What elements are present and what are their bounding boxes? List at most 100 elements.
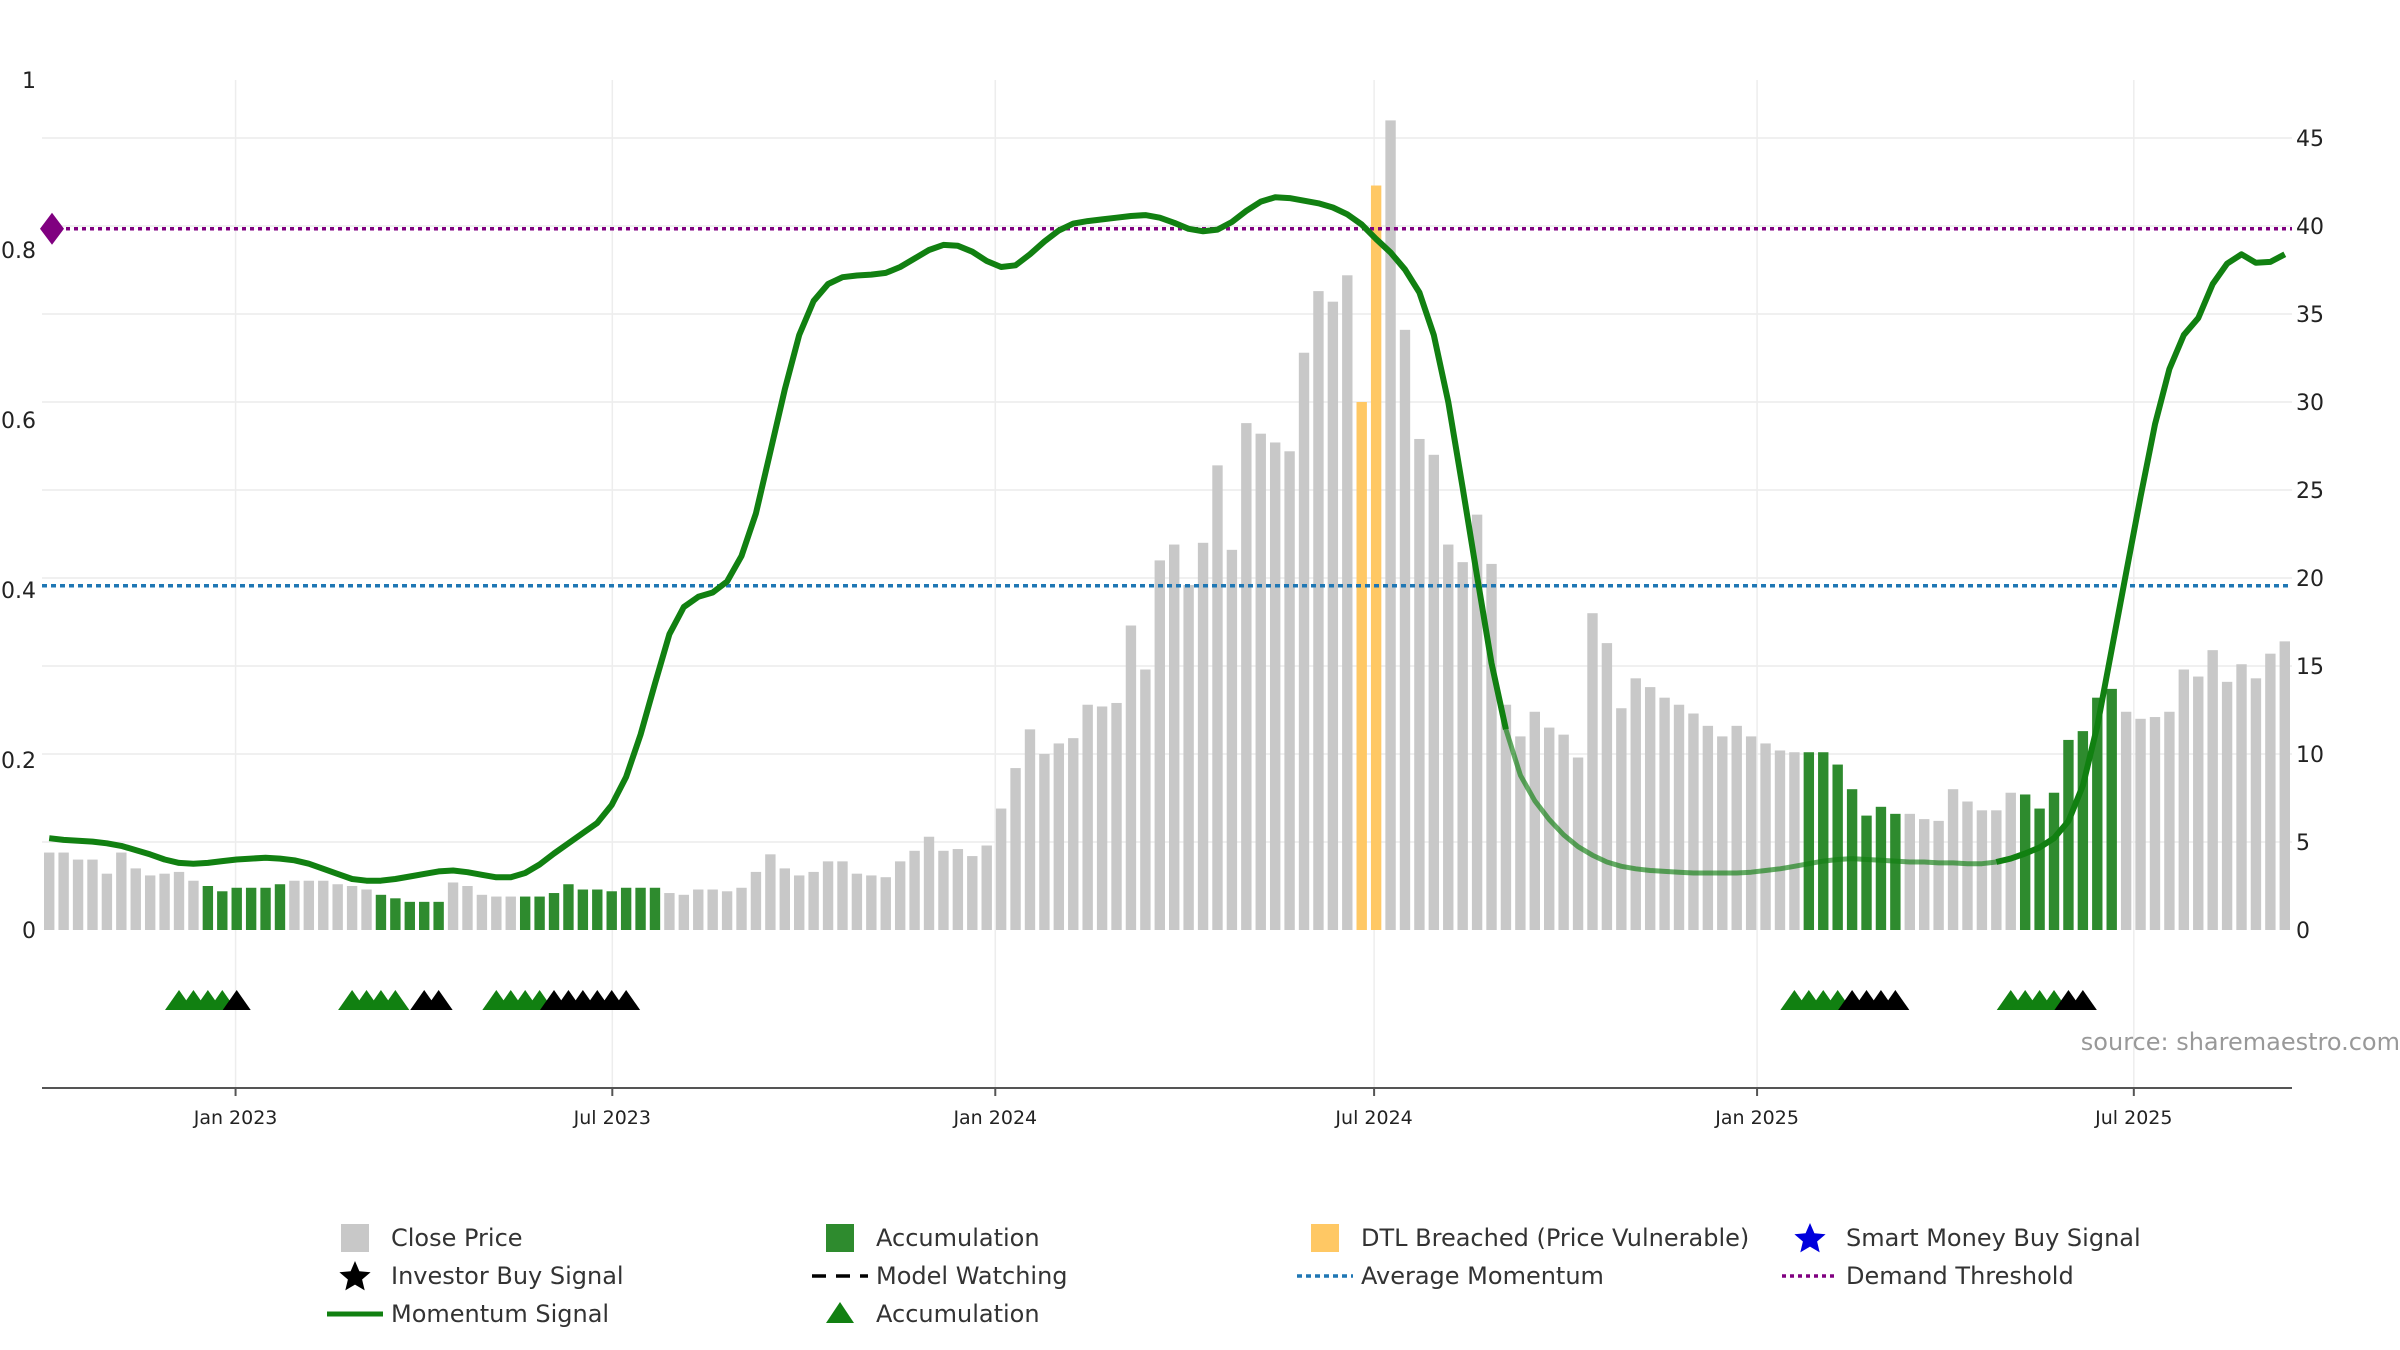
accumulation-bar bbox=[592, 889, 603, 930]
price-bar bbox=[1976, 810, 1988, 930]
price-bar bbox=[1140, 669, 1151, 930]
price-bar bbox=[1644, 687, 1656, 930]
price-bar bbox=[1702, 725, 1714, 930]
price-bar bbox=[101, 873, 113, 930]
price-bar bbox=[1068, 738, 1079, 930]
price-bar bbox=[664, 893, 675, 930]
price-bar bbox=[346, 886, 358, 930]
price-bar bbox=[1933, 820, 1944, 930]
accumulation-bar bbox=[2034, 808, 2045, 930]
accumulation-bar bbox=[620, 887, 632, 930]
price-bar bbox=[87, 859, 98, 930]
price-bar bbox=[808, 871, 819, 930]
price-bar bbox=[1039, 754, 1050, 930]
price-bar bbox=[1053, 743, 1065, 930]
price-bar bbox=[2135, 718, 2146, 930]
price-bar bbox=[476, 894, 488, 930]
price-bar bbox=[1544, 727, 1555, 930]
price-bar bbox=[837, 861, 848, 930]
price-bar bbox=[1457, 562, 1468, 930]
price-bar bbox=[1082, 704, 1093, 930]
price-bar bbox=[995, 808, 1007, 930]
price-bar bbox=[1342, 275, 1353, 930]
accumulation-bar bbox=[433, 901, 444, 930]
x-tick-label: Jul 2024 bbox=[1334, 1107, 1412, 1129]
price-bar bbox=[894, 861, 906, 930]
price-bar bbox=[289, 880, 300, 930]
price-bar bbox=[1385, 120, 1396, 930]
price-bars bbox=[44, 120, 2290, 931]
price-bar bbox=[2265, 653, 2276, 930]
signal-lines bbox=[40, 194, 2292, 884]
accumulation-bar bbox=[635, 887, 646, 930]
price-bar bbox=[1241, 423, 1252, 930]
investor-buy-marker bbox=[612, 990, 641, 1010]
left-tick-label: 0 bbox=[22, 919, 36, 944]
investor-buy-marker bbox=[2068, 990, 2097, 1010]
accumulation-bar bbox=[1803, 752, 1815, 930]
left-tick-label: 0.8 bbox=[1, 239, 36, 264]
right-tick-label: 30 bbox=[2296, 391, 2324, 416]
price-bar bbox=[1212, 465, 1223, 930]
price-bar bbox=[880, 877, 891, 930]
price-bar bbox=[1399, 329, 1411, 931]
price-bar bbox=[721, 891, 733, 930]
price-bar bbox=[1789, 752, 1800, 930]
accumulation-bar bbox=[534, 896, 545, 930]
dtl-breached-bar bbox=[1370, 185, 1382, 930]
investor-buy-marker bbox=[1881, 990, 1910, 1010]
demand-threshold-marker bbox=[40, 212, 64, 245]
accumulation-bar bbox=[390, 898, 401, 930]
price-bar bbox=[1745, 736, 1757, 930]
left-tick-label: 1 bbox=[22, 69, 36, 94]
left-tick-label: 0.6 bbox=[1, 409, 36, 434]
accumulation-bar bbox=[1875, 806, 1887, 930]
price-bar bbox=[967, 856, 978, 930]
price-bar bbox=[1284, 451, 1295, 930]
price-bar bbox=[1327, 301, 1339, 930]
price-bar bbox=[1587, 613, 1598, 930]
price-bar bbox=[1010, 768, 1021, 930]
price-bar bbox=[130, 868, 141, 930]
price-bar bbox=[1919, 819, 1930, 930]
left-tick-label: 0.2 bbox=[1, 749, 36, 774]
price-bar bbox=[462, 886, 473, 930]
price-bar bbox=[1414, 438, 1425, 930]
right-tick-label: 35 bbox=[2296, 303, 2324, 328]
accumulation-bar bbox=[519, 896, 531, 930]
x-tick-label: Jan 2023 bbox=[193, 1107, 278, 1129]
accumulation-triangle bbox=[381, 990, 410, 1010]
price-bar bbox=[1269, 442, 1281, 930]
price-bar bbox=[1197, 542, 1209, 930]
price-bar bbox=[2236, 664, 2247, 930]
price-bar bbox=[794, 875, 805, 930]
accumulation-bar bbox=[375, 894, 387, 930]
price-bar bbox=[851, 873, 863, 930]
price-bar bbox=[1947, 789, 1959, 930]
price-bar bbox=[693, 889, 704, 930]
price-bar bbox=[1688, 713, 1699, 930]
price-bar bbox=[678, 894, 690, 930]
price-bar bbox=[58, 852, 69, 930]
dtl-breached-bar bbox=[1356, 402, 1367, 930]
accumulation-bar bbox=[202, 886, 214, 930]
price-bar bbox=[1731, 725, 1742, 930]
source-credit: source: sharemaestro.com bbox=[2081, 1028, 2400, 1056]
price-bar bbox=[2279, 641, 2290, 930]
accumulation-bar bbox=[404, 901, 415, 930]
price-bar bbox=[822, 861, 834, 930]
price-bar bbox=[1500, 704, 1512, 930]
signal-markers bbox=[165, 990, 2097, 1010]
accumulation-bar bbox=[1861, 815, 1872, 930]
accumulation-bar bbox=[563, 884, 574, 930]
price-bar bbox=[1183, 585, 1194, 930]
price-bar bbox=[447, 882, 459, 930]
price-bar bbox=[923, 836, 935, 930]
x-tick-label: Jan 2024 bbox=[952, 1107, 1037, 1129]
price-bar bbox=[765, 854, 776, 930]
price-bar bbox=[361, 889, 372, 930]
price-bar bbox=[909, 850, 920, 930]
price-bar bbox=[1024, 729, 1036, 930]
price-bar bbox=[1471, 514, 1483, 930]
